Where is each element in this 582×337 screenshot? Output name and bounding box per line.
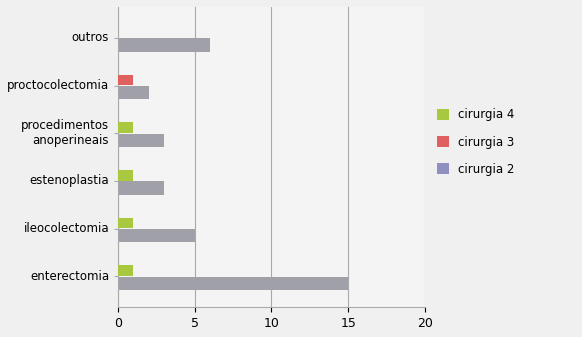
Bar xyxy=(118,181,164,195)
Bar xyxy=(118,75,133,85)
Bar xyxy=(118,229,195,243)
Bar xyxy=(118,38,210,52)
Bar xyxy=(118,122,133,133)
Bar xyxy=(118,218,133,228)
Bar xyxy=(118,134,164,147)
Legend: cirurgia 4, cirurgia 3, cirurgia 2: cirurgia 4, cirurgia 3, cirurgia 2 xyxy=(437,109,514,176)
Bar xyxy=(118,265,133,276)
Bar xyxy=(118,277,348,290)
Bar xyxy=(118,86,149,99)
Bar xyxy=(118,170,133,181)
